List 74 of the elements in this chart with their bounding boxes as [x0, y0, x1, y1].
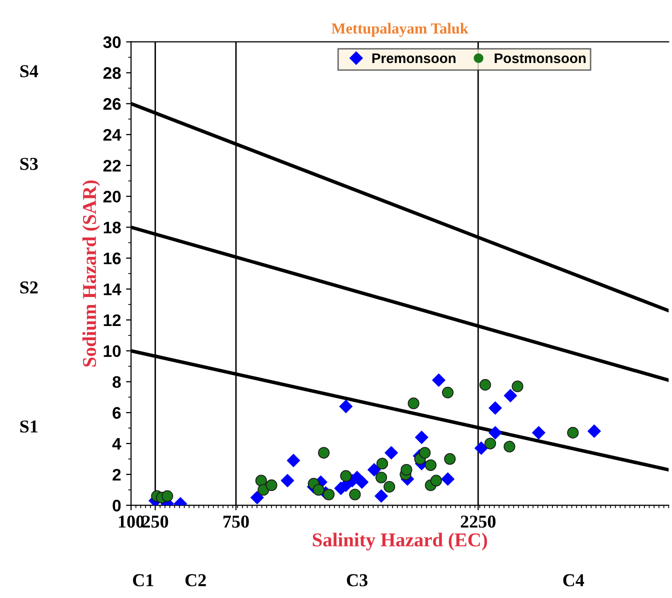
text: S1 — [20, 420, 38, 433]
y-tick-label: 18 — [104, 222, 121, 234]
point — [384, 446, 398, 460]
point — [376, 458, 388, 470]
y-axis-title: Sodium Hazard (SAR) — [82, 180, 100, 367]
y-tick-label: 2 — [112, 468, 121, 480]
point — [375, 472, 388, 484]
legend-label: Postmonsoon — [494, 53, 586, 64]
text: C3 — [346, 574, 368, 586]
y-tick-label: 6 — [112, 407, 121, 419]
point — [504, 440, 516, 452]
y-tick-label: 22 — [103, 160, 121, 172]
y-tick-label: 14 — [104, 284, 122, 296]
point — [432, 374, 446, 387]
point — [323, 488, 335, 500]
point — [312, 484, 324, 496]
text: S4 — [20, 65, 38, 78]
point — [512, 380, 524, 392]
point — [280, 474, 294, 488]
text: C4 — [563, 574, 584, 586]
point — [444, 453, 456, 465]
y-tick-label: 20 — [103, 190, 121, 203]
point — [408, 398, 420, 410]
x-tick-label: 250 — [142, 516, 168, 528]
point — [162, 490, 174, 502]
y-tick-label: 8 — [112, 376, 121, 388]
text: C2 — [185, 574, 206, 586]
point — [368, 463, 381, 476]
point — [318, 446, 330, 459]
point — [374, 489, 388, 503]
point — [442, 386, 454, 398]
point — [250, 490, 264, 504]
point — [255, 474, 267, 486]
x-tick-label: 100 — [118, 516, 144, 528]
y-tick-label: 10 — [104, 345, 121, 358]
y-tick-label: 4 — [112, 438, 122, 450]
chart-title: Mettupalayam Taluk — [332, 22, 468, 37]
point — [479, 379, 492, 391]
point — [441, 472, 454, 486]
point — [588, 424, 601, 438]
x-tick-label: 2250 — [460, 516, 496, 528]
point — [286, 454, 300, 468]
y-tick-label: 0 — [112, 500, 121, 512]
point — [484, 438, 496, 450]
y-tick-label: 12 — [104, 314, 121, 326]
point — [419, 446, 431, 459]
point — [349, 488, 361, 500]
point — [504, 388, 518, 402]
point — [339, 400, 353, 414]
y-tick-label: 28 — [103, 67, 121, 79]
point — [488, 426, 502, 440]
x-axis-title: Salinity Hazard (EC) — [312, 532, 488, 550]
point — [488, 401, 502, 415]
text: S2 — [20, 281, 38, 294]
text: C1 — [132, 574, 154, 586]
point — [355, 476, 369, 489]
point — [424, 459, 436, 471]
y-tick-label: 30 — [103, 36, 121, 48]
point — [400, 464, 412, 476]
point — [266, 479, 278, 492]
y-tick-label: 24 — [103, 128, 122, 141]
point — [415, 430, 428, 444]
point — [567, 426, 579, 438]
point — [258, 484, 270, 496]
point — [532, 426, 546, 440]
point — [430, 474, 442, 486]
y-tick-label: 16 — [104, 252, 121, 264]
legend-label: Premonsoon — [372, 53, 456, 64]
point — [340, 470, 352, 482]
x-tick-label: 750 — [223, 516, 249, 528]
text: S3 — [20, 158, 38, 170]
point — [384, 480, 396, 493]
point — [474, 442, 488, 455]
y-tick-label: 26 — [103, 98, 121, 110]
